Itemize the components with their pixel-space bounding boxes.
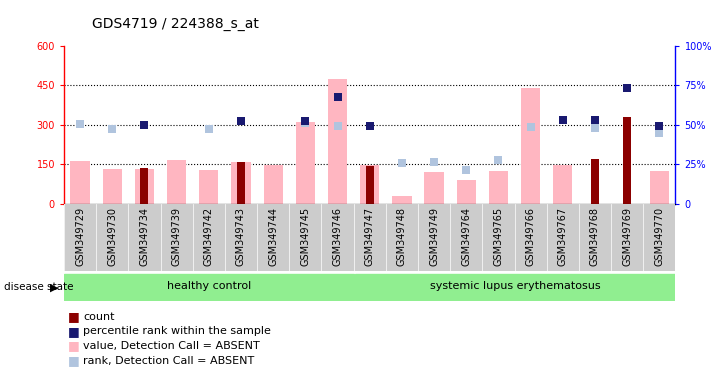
Bar [140, 168, 149, 204]
Bar [328, 79, 347, 204]
Point [461, 167, 472, 173]
Point [299, 118, 311, 124]
Text: GSM349744: GSM349744 [268, 207, 278, 266]
Text: GSM349746: GSM349746 [333, 207, 343, 266]
Text: ■: ■ [68, 310, 80, 323]
Point [557, 117, 569, 123]
Point [107, 126, 118, 132]
Bar [231, 162, 251, 204]
Text: GSM349770: GSM349770 [654, 207, 664, 266]
Text: ▶: ▶ [50, 282, 58, 292]
Bar [167, 160, 186, 204]
Text: ■: ■ [68, 325, 80, 338]
Text: GSM349739: GSM349739 [171, 207, 181, 266]
Bar [199, 170, 218, 204]
Point [493, 157, 504, 163]
Point [396, 160, 407, 166]
Bar [102, 169, 122, 204]
Bar [289, 204, 321, 271]
Text: healthy control: healthy control [166, 281, 251, 291]
Point [75, 121, 86, 127]
Bar [264, 165, 283, 204]
Bar [365, 166, 374, 204]
Bar [424, 172, 444, 204]
Bar [237, 162, 245, 204]
Bar [650, 171, 669, 204]
Text: GSM349729: GSM349729 [75, 207, 85, 266]
Text: GSM349766: GSM349766 [525, 207, 535, 266]
Point [139, 122, 150, 128]
Point [203, 126, 215, 132]
Text: GSM349747: GSM349747 [365, 207, 375, 266]
Bar [360, 165, 380, 204]
Text: value, Detection Call = ABSENT: value, Detection Call = ABSENT [83, 341, 260, 351]
Text: percentile rank within the sample: percentile rank within the sample [83, 326, 271, 336]
Point [235, 118, 247, 124]
Bar [386, 204, 418, 271]
Text: ■: ■ [68, 339, 80, 353]
Bar [296, 122, 315, 204]
Bar [553, 165, 572, 204]
Bar [321, 204, 353, 271]
Text: count: count [83, 312, 114, 322]
Bar [96, 204, 129, 271]
Text: systemic lupus erythematosus: systemic lupus erythematosus [430, 281, 601, 291]
Bar [418, 204, 450, 271]
Bar [623, 117, 631, 204]
Bar [611, 204, 643, 271]
Text: GSM349734: GSM349734 [139, 207, 149, 266]
Text: GSM349749: GSM349749 [429, 207, 439, 266]
Bar [579, 204, 611, 271]
Text: ■: ■ [68, 354, 80, 367]
Point [525, 124, 536, 131]
Bar [643, 204, 675, 271]
Point [621, 85, 633, 91]
Bar [456, 180, 476, 204]
Bar [488, 171, 508, 204]
Text: GSM349769: GSM349769 [622, 207, 632, 266]
Bar [547, 204, 579, 271]
Text: GSM349768: GSM349768 [590, 207, 600, 266]
Bar [392, 196, 412, 204]
Point [589, 125, 601, 131]
Bar [482, 204, 515, 271]
Bar [521, 88, 540, 204]
Bar [64, 204, 96, 271]
Text: GDS4719 / 224388_s_at: GDS4719 / 224388_s_at [92, 17, 260, 31]
Text: GSM349765: GSM349765 [493, 207, 503, 266]
Point [429, 159, 440, 165]
Text: GSM349743: GSM349743 [236, 207, 246, 266]
Text: GSM349745: GSM349745 [300, 207, 311, 266]
Point [332, 122, 343, 129]
Point [653, 130, 665, 136]
Bar [515, 204, 547, 271]
Bar [225, 204, 257, 271]
Bar [70, 161, 90, 204]
Bar [129, 204, 161, 271]
Text: GSM349767: GSM349767 [558, 207, 568, 266]
Bar [591, 159, 599, 204]
Bar [450, 204, 482, 271]
Text: rank, Detection Call = ABSENT: rank, Detection Call = ABSENT [83, 356, 255, 366]
Bar [257, 204, 289, 271]
Text: GSM349764: GSM349764 [461, 207, 471, 266]
Text: GSM349748: GSM349748 [397, 207, 407, 266]
Bar [193, 204, 225, 271]
Point [653, 122, 665, 129]
Bar [353, 204, 386, 271]
Point [299, 121, 311, 127]
Point [364, 122, 375, 129]
Text: GSM349730: GSM349730 [107, 207, 117, 266]
Point [332, 94, 343, 100]
FancyBboxPatch shape [356, 274, 675, 300]
Text: GSM349742: GSM349742 [204, 207, 214, 266]
Text: disease state: disease state [4, 282, 73, 292]
Bar [135, 169, 154, 204]
Point [589, 116, 601, 122]
FancyBboxPatch shape [64, 274, 353, 300]
Bar [161, 204, 193, 271]
